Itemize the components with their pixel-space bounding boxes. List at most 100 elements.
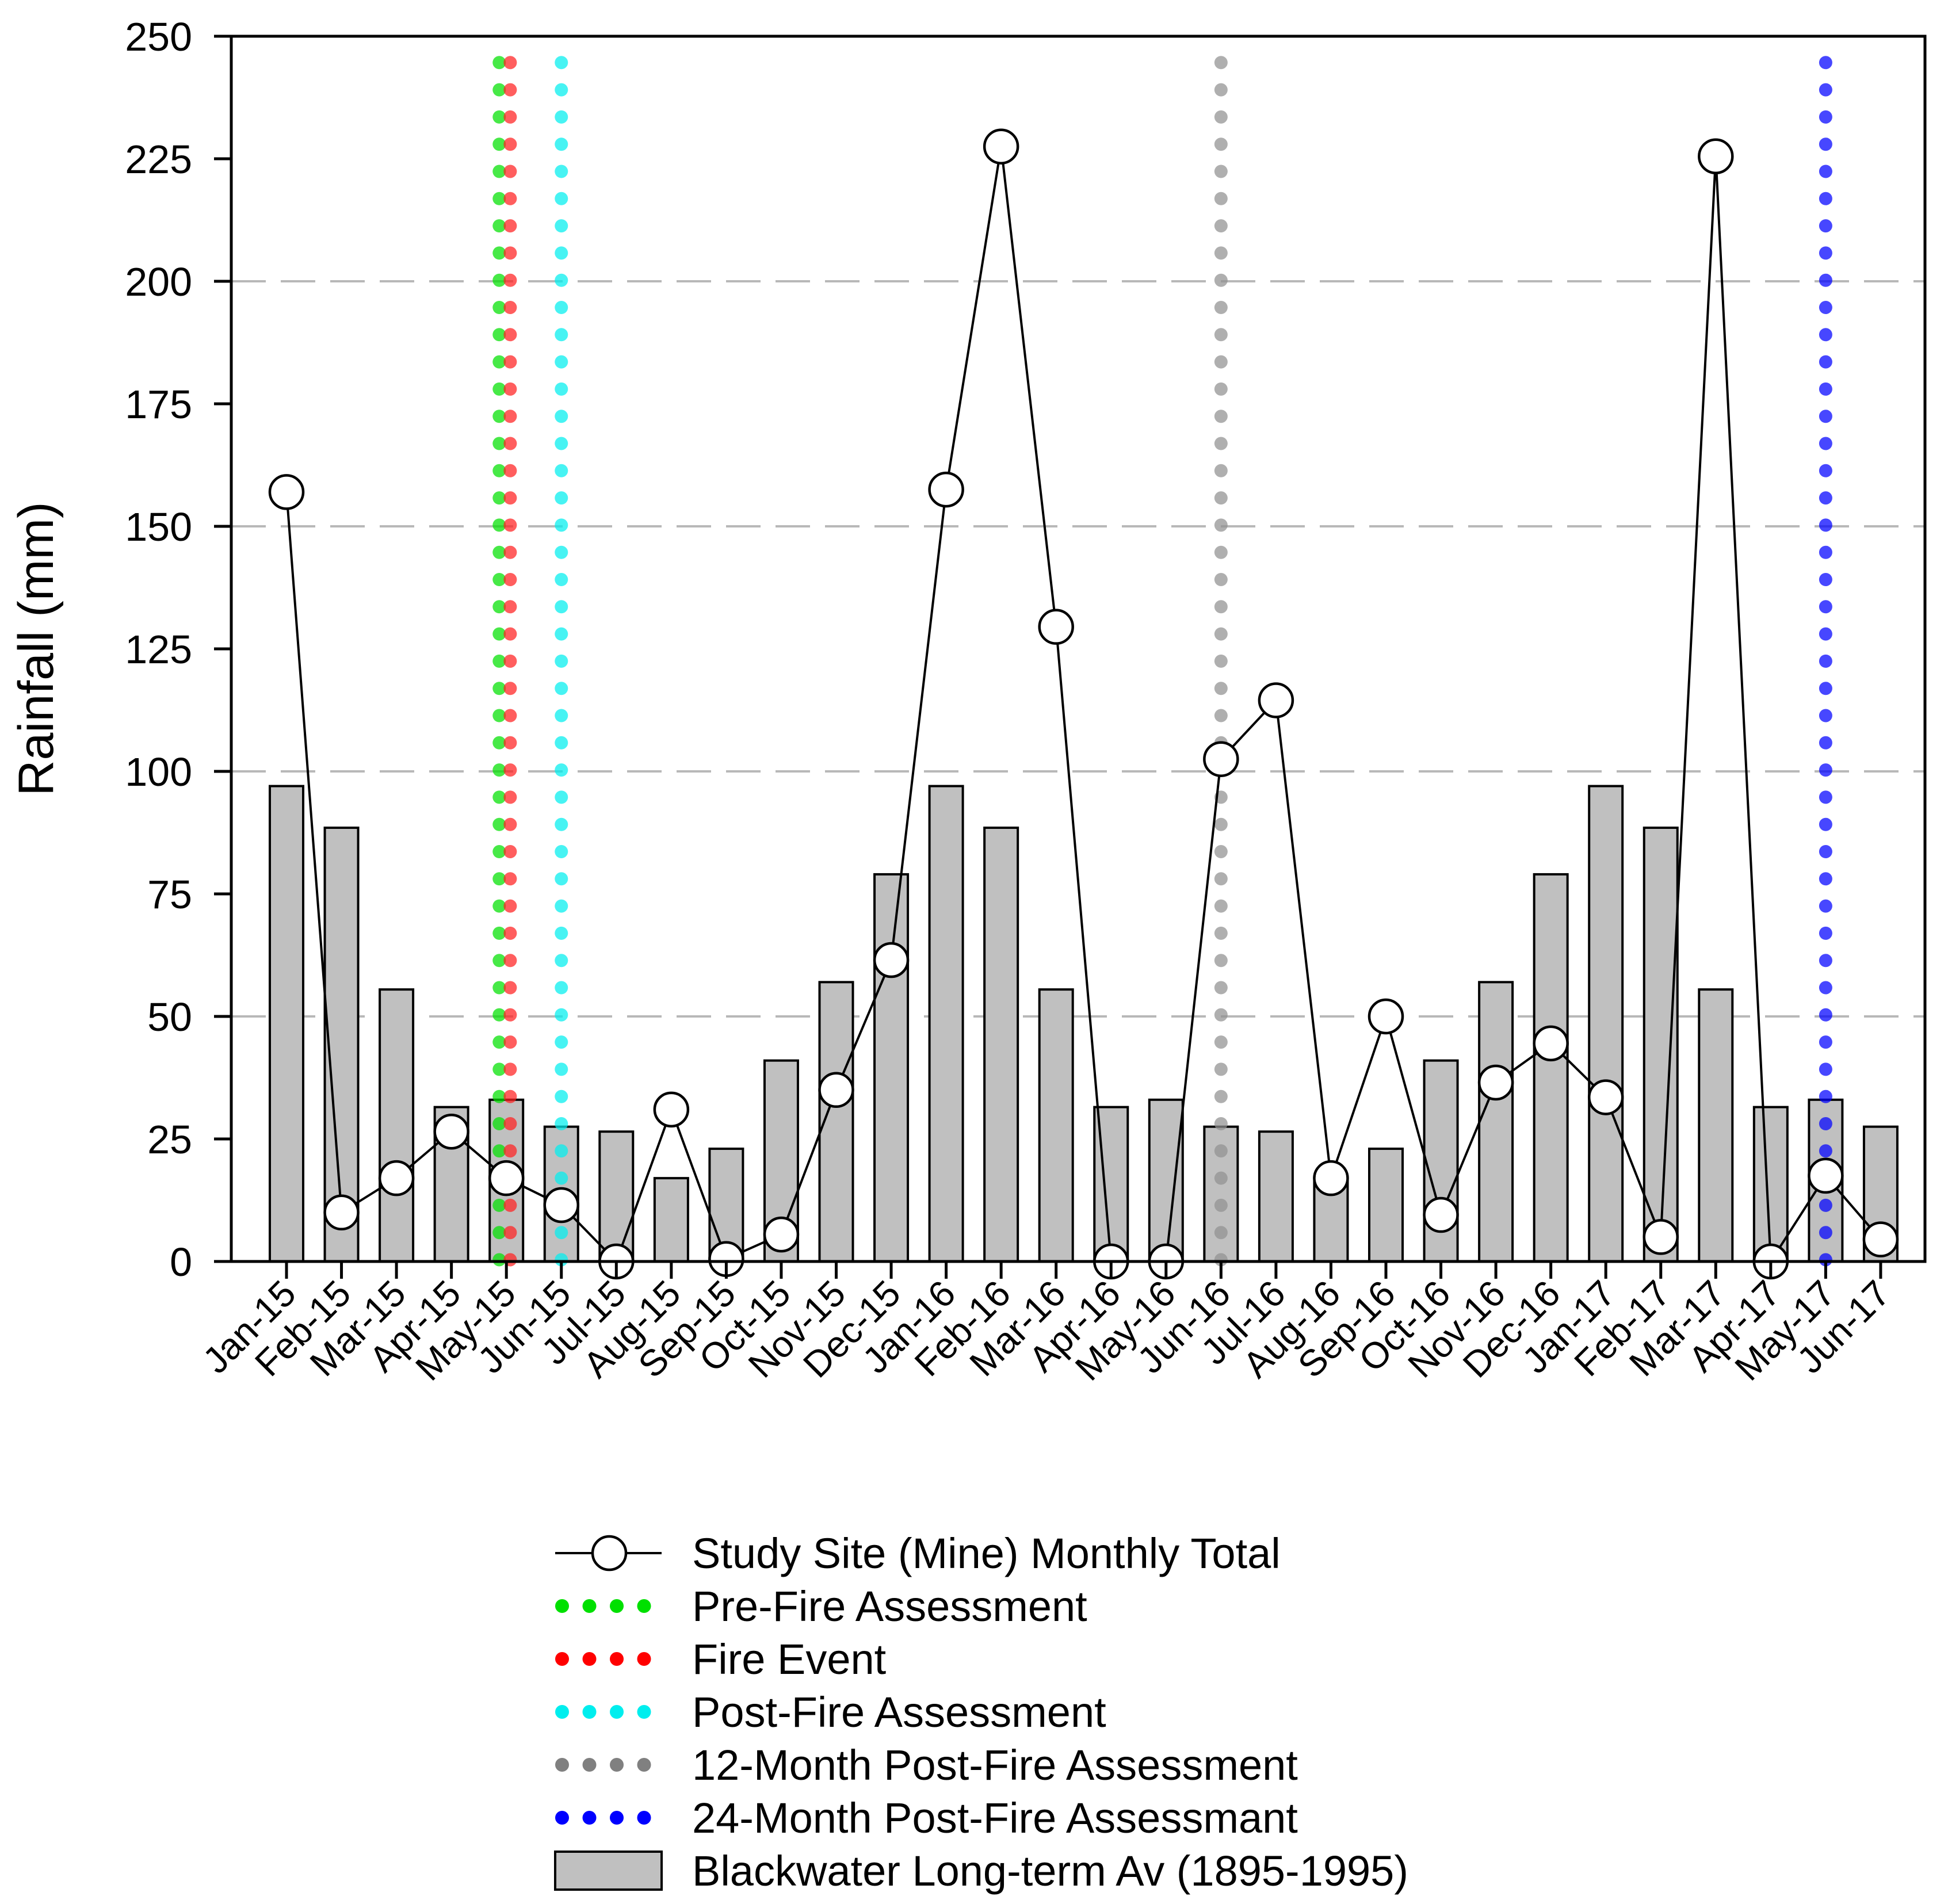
marker-dot: [503, 137, 517, 151]
marker-dot: [1214, 137, 1228, 151]
marker-dot: [492, 954, 506, 968]
marker-dot: [503, 709, 517, 722]
legend-label: Pre-Fire Assessment: [692, 1582, 1087, 1630]
marker-dot: [1214, 1008, 1228, 1022]
marker-dot: [492, 301, 506, 314]
marker-dot: [1819, 736, 1832, 750]
point-Mar-15: [378, 1160, 415, 1196]
legend-dot-icon: [555, 1705, 569, 1719]
marker-dot: [1819, 192, 1832, 205]
marker-dot: [492, 1062, 506, 1076]
marker-dot: [555, 899, 568, 913]
marker-dot: [492, 627, 506, 641]
marker-dot: [555, 545, 568, 559]
legend-dot-icon: [555, 1758, 569, 1772]
marker-dot: [1819, 382, 1832, 396]
point-Dec-15: [873, 942, 910, 978]
marker-dot: [555, 709, 568, 722]
marker-dot: [1214, 246, 1228, 260]
marker-dot: [503, 382, 517, 396]
marker-dot: [555, 627, 568, 641]
marker-dot: [1214, 464, 1228, 477]
legend-item: 12-Month Post-Fire Assessment: [555, 1741, 1298, 1789]
marker-dot: [1214, 926, 1228, 940]
marker-dot: [503, 165, 517, 178]
marker-24-month-post-fire-assessmant: [1819, 56, 1832, 1267]
marker-dot: [492, 545, 506, 559]
bar-Aug-15: [653, 1177, 689, 1263]
marker-dot: [555, 382, 568, 396]
marker-dot: [1819, 437, 1832, 450]
point-Mar-16: [1038, 609, 1074, 645]
marker-dot: [1819, 1198, 1832, 1212]
point-Mar-17: [1698, 138, 1734, 174]
marker-dot: [1214, 273, 1228, 287]
point-Oct-15: [763, 1216, 800, 1253]
marker-dot: [555, 654, 568, 668]
marker-dot: [1214, 301, 1228, 314]
legend-dot-icon: [637, 1705, 651, 1719]
marker-dot: [555, 1144, 568, 1158]
marker-dot: [503, 1089, 517, 1103]
marker-dot: [1214, 682, 1228, 695]
marker-dot: [1214, 491, 1228, 505]
marker-dot: [555, 83, 568, 97]
marker-dot: [503, 301, 517, 314]
marker-dot: [555, 1253, 568, 1267]
marker-dot: [555, 926, 568, 940]
marker-dot: [492, 790, 506, 804]
marker-dot: [1819, 410, 1832, 423]
point-Nov-15: [818, 1072, 854, 1108]
bar-Nov-16: [1478, 981, 1514, 1263]
marker-dot: [492, 355, 506, 369]
marker-dot: [555, 1008, 568, 1022]
marker-dot: [492, 518, 506, 532]
point-Jan-15: [268, 474, 305, 510]
marker-dot: [503, 464, 517, 477]
bar-Jul-16: [1258, 1130, 1294, 1263]
marker-dot: [555, 817, 568, 831]
marker-dot: [492, 273, 506, 287]
marker-dot: [1214, 83, 1228, 97]
point-Feb-16: [983, 128, 1019, 165]
y-tick-label: 225: [125, 137, 192, 182]
marker-dot: [1214, 437, 1228, 450]
point-Apr-15: [433, 1113, 469, 1150]
marker-dot: [503, 1008, 517, 1022]
marker-dot: [1214, 410, 1228, 423]
point-May-15: [488, 1160, 525, 1196]
marker-dot: [555, 981, 568, 995]
legend-label: Study Site (Mine) Monthly Total: [692, 1530, 1281, 1577]
marker-dot: [555, 954, 568, 968]
study-site-line: [285, 146, 1882, 1265]
legend-dot-icon: [582, 1758, 597, 1772]
legend-circle-icon: [591, 1535, 628, 1572]
marker-12-month-post-fire-assessment: [1214, 56, 1228, 1267]
marker-dot: [492, 872, 506, 886]
point-Oct-16: [1423, 1196, 1459, 1233]
marker-dot: [492, 437, 506, 450]
marker-dot: [503, 491, 517, 505]
marker-dot: [492, 573, 506, 586]
marker-dot: [1214, 845, 1228, 858]
marker-dot: [492, 654, 506, 668]
marker-dot: [503, 545, 517, 559]
y-tick-label: 200: [125, 259, 192, 304]
marker-dot: [503, 926, 517, 940]
legend-dot-icon: [555, 1652, 569, 1666]
marker-dot: [1214, 545, 1228, 559]
marker-dot: [1214, 518, 1228, 532]
marker-dot: [1819, 790, 1832, 804]
bar-Dec-16: [1533, 873, 1569, 1263]
marker-dot: [1214, 382, 1228, 396]
marker-dot: [503, 273, 517, 287]
legend-item: Fire Event: [555, 1635, 887, 1683]
marker-dot: [1819, 573, 1832, 586]
bar-Jul-15: [598, 1130, 635, 1263]
marker-dot: [503, 355, 517, 369]
marker-dot: [492, 1008, 506, 1022]
marker-dot: [1819, 654, 1832, 668]
marker-dot: [492, 56, 506, 70]
legend: Study Site (Mine) Monthly Total Pre-Fire …: [554, 1530, 1408, 1895]
y-tick-label: 125: [125, 627, 192, 672]
